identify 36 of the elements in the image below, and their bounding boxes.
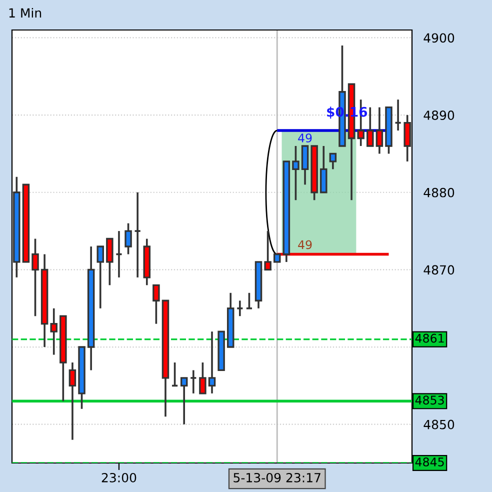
candlestick xyxy=(329,152,337,170)
candlestick xyxy=(404,114,411,162)
candlestick xyxy=(124,222,132,256)
candlestick xyxy=(180,377,188,426)
candlestick xyxy=(376,106,384,155)
candlestick xyxy=(32,238,39,317)
candlestick xyxy=(264,230,272,271)
candlestick xyxy=(301,145,309,186)
candlestick xyxy=(366,106,374,147)
candlestick xyxy=(246,292,253,310)
y-tick-label: 4880 xyxy=(424,188,454,198)
candlestick xyxy=(152,284,160,325)
candlestick xyxy=(190,369,198,394)
candlestick xyxy=(50,307,58,356)
y-tick-label: 4850 xyxy=(424,420,454,430)
candlestick xyxy=(320,145,328,194)
candlestick xyxy=(68,362,76,441)
candlestick xyxy=(134,191,142,278)
annotation: 49 xyxy=(298,134,312,142)
ref-line-label: 4861 xyxy=(415,334,444,343)
candlestick xyxy=(115,230,123,278)
candlestick xyxy=(292,145,300,202)
candlestick xyxy=(236,300,244,317)
candlestick xyxy=(199,362,206,394)
chart-title: 1 Min xyxy=(9,8,42,18)
candlestick xyxy=(96,246,104,310)
y-tick-label: 4900 xyxy=(424,33,454,43)
x-tick-label: 23:00 xyxy=(102,472,136,482)
ref-line-label: 4853 xyxy=(415,396,444,405)
y-tick-label: 4890 xyxy=(424,110,454,120)
candlestick xyxy=(106,238,114,286)
y-tick-label: 4870 xyxy=(424,265,454,275)
annotation: 49 xyxy=(298,240,312,250)
x-tick-label: 5-13-09 23:17 xyxy=(234,472,320,482)
candlestick xyxy=(208,330,216,394)
ref-line-label: 4845 xyxy=(415,457,444,466)
